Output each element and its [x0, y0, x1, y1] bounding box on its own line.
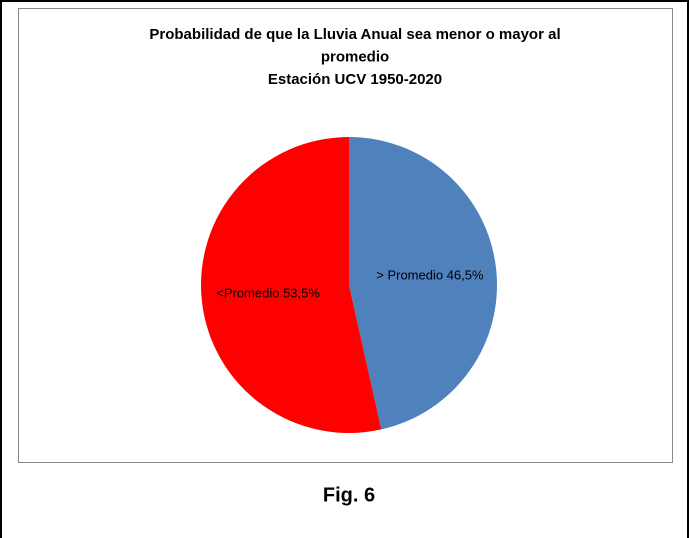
chart-title: Probabilidad de que la Lluvia Anual sea … — [149, 26, 560, 43]
pie-slice — [349, 137, 498, 430]
chart-title: Estación UCV 1950-2020 — [268, 71, 442, 88]
chart-title: promedio — [321, 48, 389, 65]
pie-slice — [201, 137, 382, 433]
data-label: > Promedio 46,5% — [376, 268, 484, 283]
caption: Fig. 6 — [323, 484, 375, 506]
data-label: <Promedio 53,5% — [216, 285, 320, 300]
